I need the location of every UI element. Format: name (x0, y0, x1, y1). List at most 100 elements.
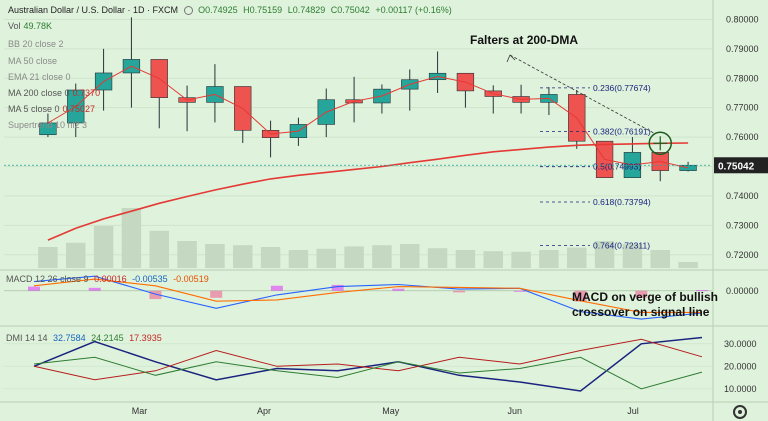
dmi-legend-label: DMI 14 14 (6, 333, 48, 343)
volume-bar (233, 245, 253, 268)
price-tick-label: 0.77000 (726, 103, 759, 113)
vol-value: 49.78K (23, 21, 53, 31)
legend-ma200[interactable]: MA 200 close 0 0.7370 (8, 88, 103, 98)
fib-level-label: 0.236(0.77674) (593, 83, 651, 93)
price-tick-label: 0.74000 (726, 191, 759, 201)
ma5-label: MA 5 close 0 (8, 104, 60, 114)
macd-hist-value: 0.00016 (94, 274, 127, 284)
ohlc-high: H0.75159 (243, 5, 283, 15)
fib-level-label: 0.764(0.72311) (593, 241, 650, 251)
macd-histogram-bar (88, 287, 101, 291)
legend-vol[interactable]: Vol 49.78K (8, 21, 55, 31)
macd-signal-line (33, 278, 702, 313)
legend-supertrend[interactable]: Supertrend 10 hl2 3 (8, 120, 88, 130)
macd-histogram-bar (28, 286, 40, 291)
volume-bar (66, 242, 86, 268)
volume-bar (205, 244, 225, 268)
volume-bar (622, 244, 643, 268)
volume-bar (567, 247, 587, 268)
dmi-tick-label: 30.0000 (724, 339, 757, 349)
volume-bar (288, 250, 309, 268)
macd-histogram-bar (210, 290, 223, 298)
legend-ma50[interactable]: MA 50 close (8, 56, 58, 66)
time-axis-label: May (382, 406, 400, 416)
macd-histogram-bar (635, 290, 648, 298)
volume-bar (539, 250, 559, 268)
macd-histogram-bar (149, 290, 162, 300)
annotation-macd-line1: MACD on verge of bullish (572, 290, 719, 304)
annotation-macd-line2: crossover on signal line (572, 305, 710, 319)
price-tick-label: 0.78000 (726, 73, 759, 83)
dmi-plus-line (33, 336, 703, 392)
macd-legend-label: MACD 12 26 close 9 (6, 274, 89, 284)
ma5-line (47, 65, 689, 169)
ohlc-open: O0.74925 (198, 5, 238, 15)
fib-level-label: 0.618(0.73794) (593, 197, 651, 207)
visibility-icon[interactable] (183, 6, 193, 16)
price-tick-label: 0.73000 (726, 220, 759, 230)
ma200-label: MA 200 close 0 (8, 88, 70, 98)
legend-ema21[interactable]: EMA 21 close 0 (8, 72, 71, 82)
volume-bar (650, 250, 670, 268)
annotation-falters: Falters at 200-DMA (470, 33, 579, 47)
volume-bar (678, 262, 698, 268)
dmi-tick-label: 10.0000 (724, 384, 757, 394)
volume-bar (93, 226, 114, 268)
volume-bar (455, 250, 476, 268)
volume-bar (177, 241, 197, 268)
price-tick-label: 0.79000 (726, 44, 759, 54)
macd-histogram-bar (696, 290, 708, 292)
volume-bar (483, 251, 503, 268)
volume-bar (511, 251, 531, 268)
macd-histogram-bar (331, 284, 344, 291)
price-tick-label: 0.76000 (726, 132, 759, 142)
ohlc-low: L0.74829 (287, 5, 326, 15)
dmi-plus-value: 32.7584 (53, 333, 86, 343)
rejection-circle-marker (648, 131, 672, 156)
annotation-arrow (509, 54, 655, 134)
current-price-label: 0.75042 (718, 161, 755, 172)
time-axis-label: Mar (132, 406, 148, 416)
macd-legend[interactable]: MACD 12 26 close 9 0.00016 -0.00535 -0.0… (6, 274, 212, 284)
annotation-macd: MACD on verge of bullish crossover on si… (572, 290, 718, 320)
volume-bar (260, 247, 281, 268)
macd-signal-value: -0.00519 (173, 274, 209, 284)
ma200-line (47, 142, 689, 241)
volume-bar (400, 244, 420, 268)
vol-label: Vol (8, 21, 21, 31)
annotation-arrowhead (506, 54, 516, 63)
volume-bar (316, 248, 336, 268)
header-row: Australian Dollar / U.S. Dollar · 1D · F… (8, 5, 455, 16)
ohlc-close: C0.75042 (330, 5, 370, 15)
macd-histogram-bar (513, 290, 526, 292)
legend-bb[interactable]: BB 20 close 2 (8, 39, 64, 49)
time-axis-label: Apr (257, 406, 271, 416)
time-axis-label: Jul (627, 406, 639, 416)
fib-level-label: 0.5(0.74993) (593, 162, 641, 172)
settings-gear-icon[interactable] (733, 405, 747, 419)
volume-bar (594, 241, 615, 268)
macd-line (33, 275, 703, 320)
macd-value: -0.00535 (132, 274, 168, 284)
volume-bar (121, 208, 142, 268)
macd-histogram-bar (270, 285, 283, 291)
current-price-tag (714, 157, 768, 174)
dmi-adx-value: 24.2145 (91, 333, 124, 343)
legend-ma5[interactable]: MA 5 close 0 0.75027 (8, 104, 98, 114)
time-axis-label: Jun (508, 406, 523, 416)
dmi-adx-line (33, 356, 703, 390)
price-tick-label: 0.72000 (726, 250, 759, 260)
volume-bar (149, 230, 169, 268)
symbol-title[interactable]: Australian Dollar / U.S. Dollar · 1D · F… (8, 5, 179, 15)
macd-tick-label: 0.00000 (726, 286, 759, 296)
macd-histogram-bar (453, 290, 466, 293)
volume-bar (344, 246, 364, 268)
dmi-minus-value: 17.3935 (129, 333, 162, 343)
dmi-tick-label: 20.0000 (724, 361, 757, 371)
volume-bar (38, 247, 58, 268)
dmi-legend[interactable]: DMI 14 14 32.7584 24.2145 17.3935 (6, 333, 165, 343)
macd-histogram-bar (392, 288, 405, 291)
volume-bar (372, 245, 392, 268)
